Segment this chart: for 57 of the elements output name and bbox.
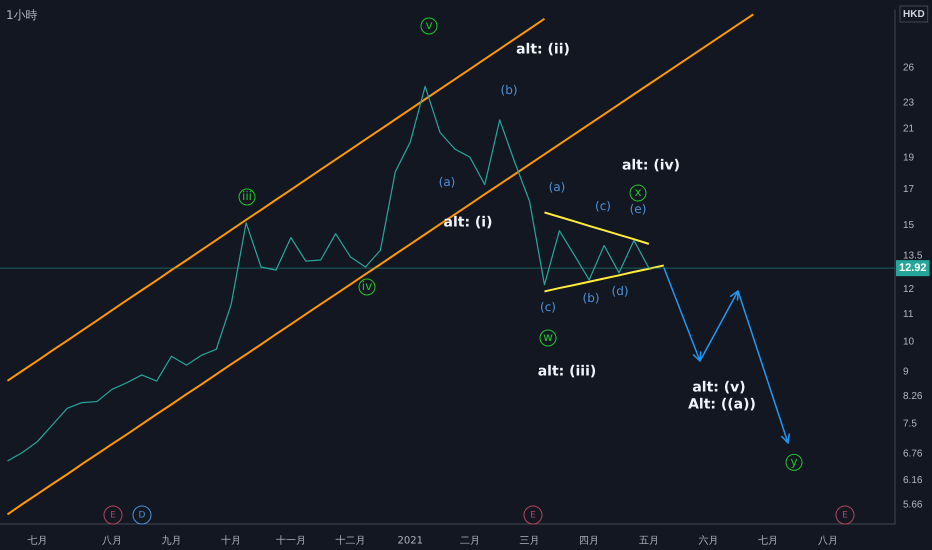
y-tick-label: 10 xyxy=(903,336,915,348)
annotation: alt: (ii) xyxy=(516,42,570,58)
annotation: y xyxy=(790,454,798,468)
annotation: (a) xyxy=(438,175,456,190)
y-tick-label: 5.66 xyxy=(903,499,923,510)
annotation: (c) xyxy=(540,300,556,314)
x-tick-label: 2021 xyxy=(397,536,423,547)
annotation: Alt: ((a)) xyxy=(688,396,756,413)
y-tick-label: 9 xyxy=(903,366,909,378)
y-axis-title: HKD xyxy=(902,8,925,20)
annotation: E xyxy=(842,510,848,520)
y-tick-label: 26 xyxy=(903,62,915,74)
y-tick-label: 21 xyxy=(903,124,915,135)
annotation: x xyxy=(634,185,642,200)
annotation: E xyxy=(110,510,116,520)
annotation: (d) xyxy=(612,284,628,298)
x-tick-label: 十一月 xyxy=(276,534,306,547)
ref-line-label: 12.92 xyxy=(899,262,927,274)
y-tick-label: 11 xyxy=(903,308,914,320)
x-tick-label: 七月 xyxy=(758,534,778,547)
annotation: (c) xyxy=(595,199,611,214)
annotation: D xyxy=(138,510,146,520)
annotation: alt: (v) xyxy=(692,380,746,396)
annotation: v xyxy=(425,18,433,32)
chart-title: 1小時 xyxy=(6,8,38,22)
x-tick-label: 二月 xyxy=(460,536,480,547)
y-tick-label: 7.5 xyxy=(903,418,918,430)
x-tick-label: 十二月 xyxy=(336,534,366,547)
annotation: (b) xyxy=(500,83,518,98)
x-tick-label: 三月 xyxy=(520,536,540,547)
annotation: (b) xyxy=(582,291,600,306)
y-tick-label: 13.5 xyxy=(903,250,923,262)
x-tick-label: 四月 xyxy=(579,536,600,547)
y-tick-label: 17 xyxy=(903,184,915,196)
y-tick-label: 12 xyxy=(903,284,915,296)
annotation: alt: (iv) xyxy=(622,158,680,174)
annotation: iii xyxy=(242,189,252,204)
annotation: E xyxy=(530,510,536,520)
y-tick-label: 6.16 xyxy=(903,475,923,486)
y-tick-label: 23 xyxy=(903,98,915,109)
x-tick-label: 八月 xyxy=(102,536,122,547)
annotation: iv xyxy=(362,279,372,294)
y-tick-label: 8.26 xyxy=(903,391,923,402)
y-tick-label: 6.76 xyxy=(903,448,923,460)
x-tick-label: 八月 xyxy=(818,536,838,547)
x-tick-label: 七月 xyxy=(27,534,48,547)
y-tick-label: 15 xyxy=(903,220,915,232)
annotation: alt: (iii) xyxy=(538,364,596,380)
y-tick-label: 19 xyxy=(903,152,915,164)
x-tick-label: 六月 xyxy=(698,534,719,547)
annotation: (a) xyxy=(548,180,566,194)
x-tick-label: 九月 xyxy=(162,534,182,547)
x-tick-label: 五月 xyxy=(638,536,659,547)
annotation: (e) xyxy=(630,202,646,216)
x-tick-label: 十月 xyxy=(221,534,242,547)
annotation: w xyxy=(543,330,554,344)
annotation: alt: (i) xyxy=(443,214,493,231)
